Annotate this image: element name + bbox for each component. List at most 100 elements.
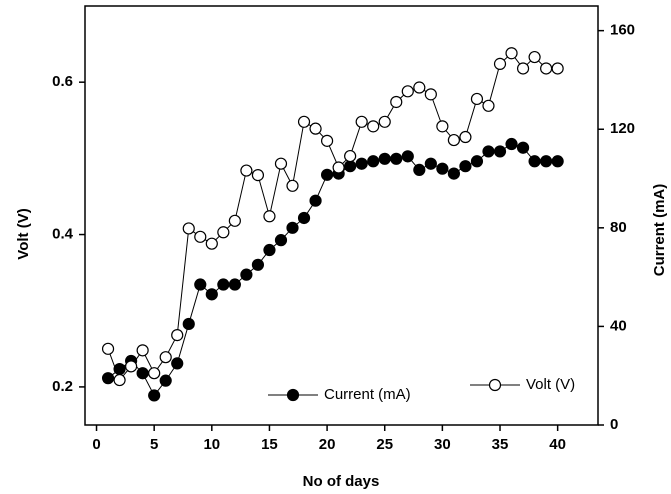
data-point [286,221,299,234]
data-point [436,120,449,133]
data-point [344,149,357,163]
data-point [424,88,437,101]
data-point [505,137,518,151]
data-point [413,81,426,94]
data-point [159,374,172,387]
legend-marker [286,388,300,402]
x-tick-label: 30 [434,436,451,453]
x-tick-label: 0 [92,436,100,453]
x-tick-label: 40 [549,436,566,453]
data-point [551,155,564,168]
plot-frame [84,5,599,426]
data-point [436,162,449,175]
data-point [367,155,380,168]
data-point [493,145,507,158]
data-point [159,351,172,364]
x-tick-label: 25 [376,436,393,453]
x-tick-label: 10 [203,436,220,453]
data-point [136,367,149,380]
data-point [493,57,507,70]
data-point [263,210,276,223]
y-tick-label: 0.2 [52,378,73,395]
y-tick-label: 0.6 [52,73,73,90]
legend-label: Volt (V) [526,376,575,393]
x-tick-label: 20 [319,436,336,453]
data-point [240,268,253,281]
data-point [309,194,322,207]
data-point [540,62,553,75]
data-point [182,222,195,235]
x-tick-label: 15 [261,436,278,453]
data-point [297,115,311,128]
data-point [148,367,161,380]
y2-tick-label: 160 [610,22,635,39]
data-point [540,155,553,168]
data-point [355,157,368,170]
y-axis-title: Volt (V) [15,208,32,259]
data-point [551,62,564,75]
data-point [470,155,484,168]
data-point [240,164,253,177]
data-point [263,243,276,257]
data-point [228,214,241,227]
data-point [378,152,391,165]
y2-tick-label: 0 [610,416,618,433]
data-point [413,163,426,177]
data-point [251,169,265,182]
data-point [274,157,288,170]
data-point [297,211,311,225]
y2-axis-title: Current (mA) [651,184,668,277]
x-axis-title: No of days [303,473,380,490]
data-point [101,342,115,355]
y2-tick-label: 40 [610,317,627,334]
data-point [228,278,241,291]
data-point [424,157,437,170]
data-point [217,278,230,291]
y2-tick-label: 120 [610,120,635,137]
data-point [459,160,472,173]
data-point [505,47,518,60]
series-line [107,52,558,382]
data-point [390,152,403,165]
data-point [136,344,149,357]
data-point [378,115,391,128]
data-point [401,150,414,163]
data-point [274,234,288,247]
legend-label: Current (mA) [324,386,411,403]
data-point [516,62,530,75]
legend-marker [488,378,502,392]
data-point [447,167,460,180]
data-point [528,50,541,64]
data-point [516,141,530,154]
data-point [113,373,126,387]
data-point [447,133,460,147]
data-point [125,360,138,373]
data-point [171,329,184,342]
data-point [320,134,334,147]
data-point [528,155,541,168]
data-point [367,120,380,133]
y2-tick-label: 80 [610,219,627,236]
y-tick-label: 0.4 [52,226,74,243]
data-point [355,115,368,128]
data-point [459,130,472,144]
data-point [332,161,345,174]
data-point [251,258,265,271]
data-point [482,99,495,112]
data-point [390,95,403,109]
x-tick-label: 35 [492,436,509,453]
data-point [217,226,230,239]
x-tick-label: 5 [150,436,158,453]
data-point [286,179,299,192]
data-point [205,237,218,250]
data-point [482,145,495,158]
data-point [194,230,207,243]
data-point [320,168,334,181]
data-point [205,288,218,301]
data-point [194,278,207,291]
data-point [401,85,414,98]
data-point [344,160,357,173]
data-point [101,372,115,385]
data-point [309,122,322,135]
